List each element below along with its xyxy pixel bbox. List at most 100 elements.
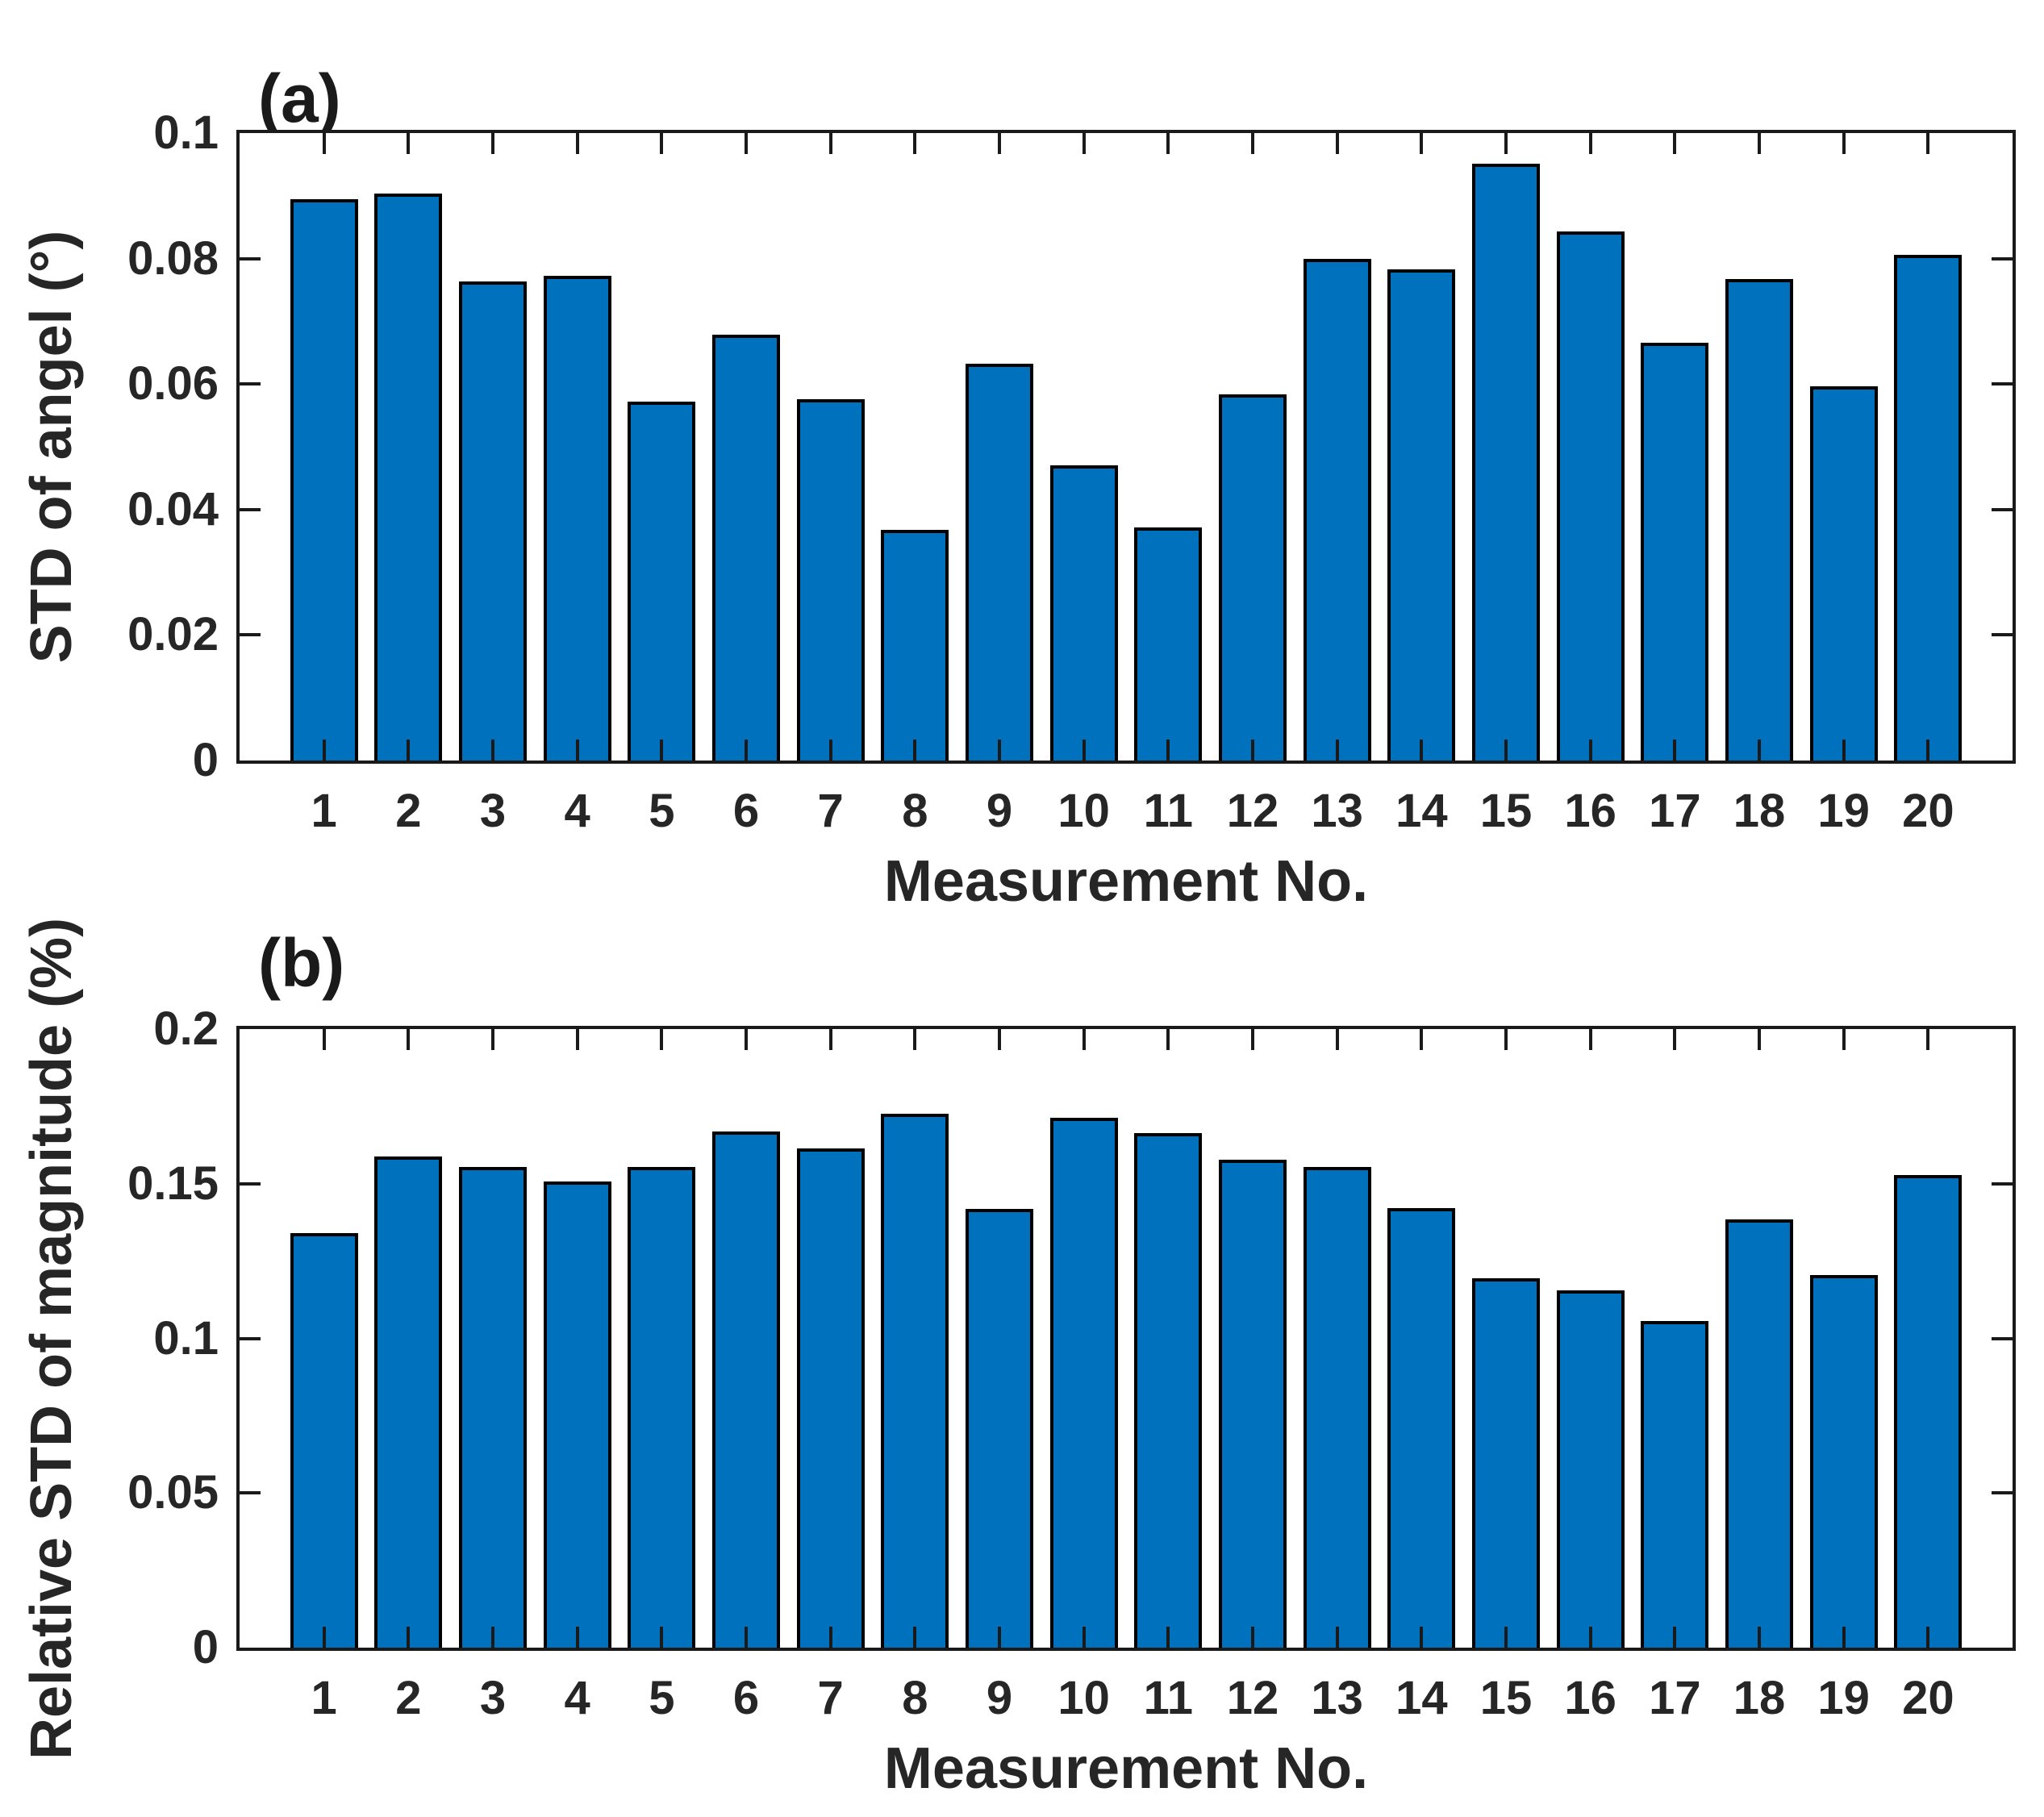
x-tick-label: 1 <box>311 1672 337 1724</box>
y-tick-label: 0 <box>192 734 219 786</box>
x-tick-mark <box>1504 740 1508 761</box>
bar-measurement-20 <box>1894 1175 1963 1648</box>
x-tick-label: 18 <box>1733 1672 1786 1724</box>
x-tick-mark <box>998 1029 1001 1050</box>
x-tick-mark <box>1251 1029 1254 1050</box>
bar-measurement-5 <box>628 1166 696 1648</box>
panel-b-label: (b) <box>258 925 345 1001</box>
x-tick-mark <box>1842 740 1846 761</box>
bar-measurement-20 <box>1894 254 1963 761</box>
x-tick-mark <box>1758 740 1761 761</box>
x-tick-mark <box>491 133 494 154</box>
y-tick-label: 0.06 <box>127 357 219 410</box>
x-tick-mark <box>998 133 1001 154</box>
x-tick-mark <box>1673 1627 1677 1648</box>
x-tick-label: 16 <box>1564 1672 1616 1724</box>
x-tick-label: 2 <box>395 785 422 837</box>
x-tick-label: 12 <box>1226 785 1279 837</box>
x-tick-label: 8 <box>902 1672 928 1724</box>
bar-measurement-18 <box>1725 1219 1793 1648</box>
y-tick-mark <box>1992 633 2013 637</box>
bar-measurement-15 <box>1472 164 1540 761</box>
x-tick-label: 15 <box>1479 1672 1533 1724</box>
bar-measurement-15 <box>1472 1277 1540 1648</box>
x-tick-mark <box>407 1627 411 1648</box>
bar-measurement-8 <box>881 1114 949 1648</box>
x-tick-mark <box>745 1029 748 1050</box>
y-tick-mark <box>240 1491 261 1495</box>
x-tick-mark <box>1926 1627 1930 1648</box>
y-tick-mark <box>240 507 261 511</box>
x-tick-mark <box>1166 133 1170 154</box>
x-tick-label: 11 <box>1143 785 1193 837</box>
x-tick-mark <box>1758 1029 1761 1050</box>
x-tick-label: 16 <box>1564 785 1616 837</box>
bar-measurement-12 <box>1219 1160 1287 1648</box>
x-tick-mark <box>1504 1627 1508 1648</box>
x-tick-mark <box>913 133 917 154</box>
x-tick-mark <box>1251 1627 1254 1648</box>
bar-measurement-19 <box>1809 1274 1878 1648</box>
x-tick-label: 11 <box>1143 1672 1193 1724</box>
x-tick-mark <box>1082 1029 1086 1050</box>
x-tick-mark <box>491 1627 494 1648</box>
x-tick-mark <box>660 133 664 154</box>
x-tick-mark <box>1588 1627 1592 1648</box>
y-tick-mark <box>240 256 261 260</box>
bar-measurement-8 <box>881 529 949 761</box>
x-tick-label: 1 <box>311 785 337 837</box>
y-tick-mark <box>1992 1181 2013 1186</box>
y-tick-label: 0.2 <box>153 1002 219 1055</box>
x-tick-mark <box>828 1029 832 1050</box>
x-tick-label: 5 <box>649 1672 675 1724</box>
x-tick-mark <box>1166 740 1170 761</box>
y-tick-label: 0.1 <box>153 1311 219 1365</box>
x-tick-label: 2 <box>395 1672 422 1724</box>
x-tick-mark <box>1926 1029 1930 1050</box>
panel-a-x-axis-label: Measurement No. <box>883 849 1369 914</box>
x-tick-mark <box>745 133 748 154</box>
bar-measurement-1 <box>290 1233 358 1648</box>
bar-measurement-1 <box>290 198 358 761</box>
y-tick-label: 0.04 <box>127 482 219 536</box>
x-tick-mark <box>575 133 579 154</box>
x-tick-mark <box>407 133 411 154</box>
x-tick-label: 3 <box>479 1672 507 1724</box>
bar-measurement-16 <box>1556 231 1625 761</box>
bar-measurement-3 <box>459 281 527 761</box>
x-tick-label: 17 <box>1649 1672 1701 1724</box>
x-tick-mark <box>1504 133 1508 154</box>
x-tick-mark <box>745 740 748 761</box>
x-tick-label: 3 <box>479 785 507 837</box>
x-tick-mark <box>491 740 494 761</box>
x-tick-label: 9 <box>986 785 1013 837</box>
bar-measurement-13 <box>1303 258 1371 761</box>
x-tick-label: 20 <box>1902 785 1954 837</box>
x-tick-mark <box>1758 1627 1761 1648</box>
bar-measurement-10 <box>1049 465 1118 761</box>
bar-measurement-7 <box>796 398 865 761</box>
x-tick-mark <box>1842 133 1846 154</box>
x-tick-mark <box>322 133 326 154</box>
x-tick-label: 10 <box>1057 1672 1110 1724</box>
x-tick-label: 4 <box>564 1672 590 1724</box>
x-tick-label: 13 <box>1311 785 1363 837</box>
x-tick-mark <box>1166 1029 1170 1050</box>
x-tick-mark <box>660 1029 664 1050</box>
x-tick-mark <box>828 133 832 154</box>
x-tick-mark <box>1335 740 1339 761</box>
panel-a-y-axis-label: STD of angel (°) <box>19 230 84 664</box>
x-tick-mark <box>322 1627 326 1648</box>
x-tick-mark <box>1335 133 1339 154</box>
bar-measurement-2 <box>374 1156 443 1648</box>
x-tick-mark <box>998 1627 1001 1648</box>
x-tick-mark <box>828 1627 832 1648</box>
x-tick-label: 4 <box>564 785 590 837</box>
y-tick-mark <box>1992 1336 2013 1340</box>
x-tick-mark <box>1335 1627 1339 1648</box>
x-tick-label: 6 <box>732 1672 760 1724</box>
x-tick-mark <box>1251 740 1254 761</box>
x-tick-label: 17 <box>1649 785 1701 837</box>
x-tick-mark <box>575 1627 579 1648</box>
x-tick-label: 20 <box>1902 1672 1954 1724</box>
